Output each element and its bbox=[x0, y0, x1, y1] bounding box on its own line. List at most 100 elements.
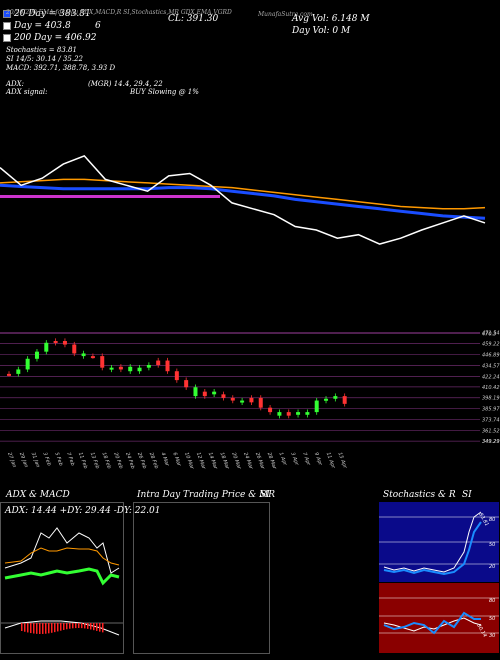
date-tick: 18 Feb bbox=[101, 452, 112, 470]
candle-body bbox=[156, 360, 161, 365]
date-tick: 11 Apr bbox=[325, 452, 337, 471]
date-tick: 15 Apr bbox=[337, 452, 349, 471]
buy-signal: BUY Slowing @ 1% bbox=[130, 88, 199, 96]
candle-body bbox=[109, 367, 114, 370]
price-tick: 470.3 bbox=[482, 332, 496, 338]
candle-body bbox=[258, 397, 263, 408]
date-tick: 14 Mar bbox=[207, 452, 219, 471]
macd-bar bbox=[99, 623, 101, 632]
price-tick: 410.42 bbox=[482, 385, 500, 391]
date-tick: 3 Apr bbox=[289, 452, 300, 468]
candle-body bbox=[286, 412, 291, 416]
legend-si: SI 14/5: 30.14 / 35.22 bbox=[6, 55, 83, 63]
date-tick: 27 Jan bbox=[6, 452, 17, 469]
avg-vol: Avg Vol: 6.148 M bbox=[292, 14, 370, 24]
macd-bar bbox=[78, 623, 80, 629]
date-tick: 20 Mar bbox=[230, 452, 242, 471]
ema-chart bbox=[0, 155, 486, 245]
rsi-panel: 80 50 30 30.14 bbox=[379, 583, 499, 653]
candle-body bbox=[324, 398, 329, 401]
candle-body bbox=[7, 373, 11, 376]
candle-body bbox=[118, 366, 123, 370]
date-tick: 4 Mar bbox=[160, 452, 171, 468]
macd-bar bbox=[96, 623, 98, 631]
candle-body bbox=[240, 400, 245, 403]
macd-bar bbox=[69, 623, 71, 629]
candle-body bbox=[314, 400, 319, 413]
macd-bar bbox=[21, 623, 23, 631]
macd-bar bbox=[84, 623, 86, 629]
date-tick: 6 Mar bbox=[171, 452, 182, 468]
macd-bar bbox=[66, 623, 68, 630]
candle-body bbox=[342, 396, 347, 404]
macd-bar bbox=[48, 623, 50, 634]
candle-body bbox=[90, 356, 95, 359]
legend-macd: MACD: 392.71, 388.78, 3.93 D bbox=[6, 64, 116, 72]
macd-bar bbox=[102, 623, 104, 633]
price-tick: 349.29 bbox=[482, 439, 500, 445]
date-axis: 27 Jan 29 Jan 31 Jan 3 Feb 5 Feb 7 Feb 11 Feb 1… bbox=[6, 452, 349, 471]
legend-item-200: 200 Day = 406.92 bbox=[3, 33, 96, 44]
mgr-line: (MGR) 14.4, 29.4, 22 bbox=[88, 80, 163, 88]
candle-body bbox=[100, 356, 105, 368]
macd-bar bbox=[24, 623, 26, 632]
candle-body bbox=[230, 397, 235, 401]
date-tick: 29 Jan bbox=[18, 452, 29, 469]
date-tick: 24 Feb bbox=[124, 452, 135, 470]
date-tick: 7 Apr bbox=[301, 452, 312, 468]
rsi-level-30: 30 bbox=[489, 633, 495, 639]
date-tick: 20 Feb bbox=[112, 452, 123, 470]
date-tick: 9 Apr bbox=[313, 452, 324, 468]
stoch-panel-title: Stochastics & R bbox=[383, 490, 456, 500]
candle-body bbox=[202, 391, 207, 397]
date-tick: 31 Jan bbox=[30, 452, 41, 469]
candle-body bbox=[249, 397, 254, 403]
adx-panel-title: ADX & MACD bbox=[6, 490, 70, 500]
adx-line: ADX: bbox=[6, 80, 25, 88]
date-tick: 28 Feb bbox=[148, 452, 159, 470]
candle-body bbox=[305, 412, 310, 415]
candle-body bbox=[53, 341, 58, 343]
date-tick: 3 Feb bbox=[42, 452, 52, 467]
price-tick: 434.57 bbox=[482, 363, 500, 369]
price-tick: 361.52 bbox=[482, 428, 500, 434]
macd-bar bbox=[36, 623, 38, 634]
intra-panel bbox=[133, 502, 270, 654]
adx-panel: ADX: 14.44 +DY: 29.44 -DY: 22.01 bbox=[0, 502, 161, 654]
stoch-level-50: 50 bbox=[489, 542, 495, 548]
adx-signal: ADX signal: bbox=[6, 88, 48, 96]
date-tick: 12 Mar bbox=[195, 452, 207, 471]
candle-body bbox=[193, 387, 198, 397]
ema-magenta-band bbox=[0, 195, 220, 198]
macd-bar bbox=[63, 623, 65, 630]
date-tick: 5 Feb bbox=[53, 452, 63, 467]
date-tick: 18 Mar bbox=[219, 452, 231, 471]
price-tick: 349.29 bbox=[482, 439, 500, 445]
stoch-level-20: 20 bbox=[489, 564, 495, 570]
macd-bar bbox=[30, 623, 32, 634]
date-tick: 1 Apr bbox=[278, 452, 289, 468]
adx-lines bbox=[1, 527, 123, 636]
intra-panel-right: SI bbox=[260, 490, 270, 500]
legend-stoch: Stochastics = 83.81 bbox=[6, 46, 77, 54]
candle-body bbox=[128, 366, 133, 372]
macd-bar bbox=[33, 623, 35, 634]
candle-body bbox=[146, 365, 151, 368]
date-tick: 28 Mar bbox=[266, 452, 278, 471]
candle-body bbox=[62, 341, 67, 345]
rsi-level-50: 50 bbox=[489, 616, 495, 622]
price-tick: 373.74 bbox=[482, 417, 500, 423]
macd-bar bbox=[81, 623, 83, 629]
candle-body bbox=[165, 360, 170, 372]
day-vol: Day Vol: 0 M bbox=[292, 26, 351, 36]
ticker-strip: 20/50/200 EMA for-Day ADX,MACD,R SI,Stoc… bbox=[6, 9, 232, 16]
macd-bar bbox=[54, 623, 56, 633]
macd-bar bbox=[51, 623, 53, 633]
candle-body bbox=[72, 344, 77, 354]
candle-body bbox=[16, 369, 21, 374]
macd-bar bbox=[87, 623, 89, 629]
macd-bar bbox=[27, 623, 29, 633]
rsi-mark: 30.14 bbox=[475, 623, 487, 638]
legend-item-day: Day = 403.8 bbox=[3, 21, 71, 32]
price-tick: 471.54 bbox=[482, 331, 500, 337]
